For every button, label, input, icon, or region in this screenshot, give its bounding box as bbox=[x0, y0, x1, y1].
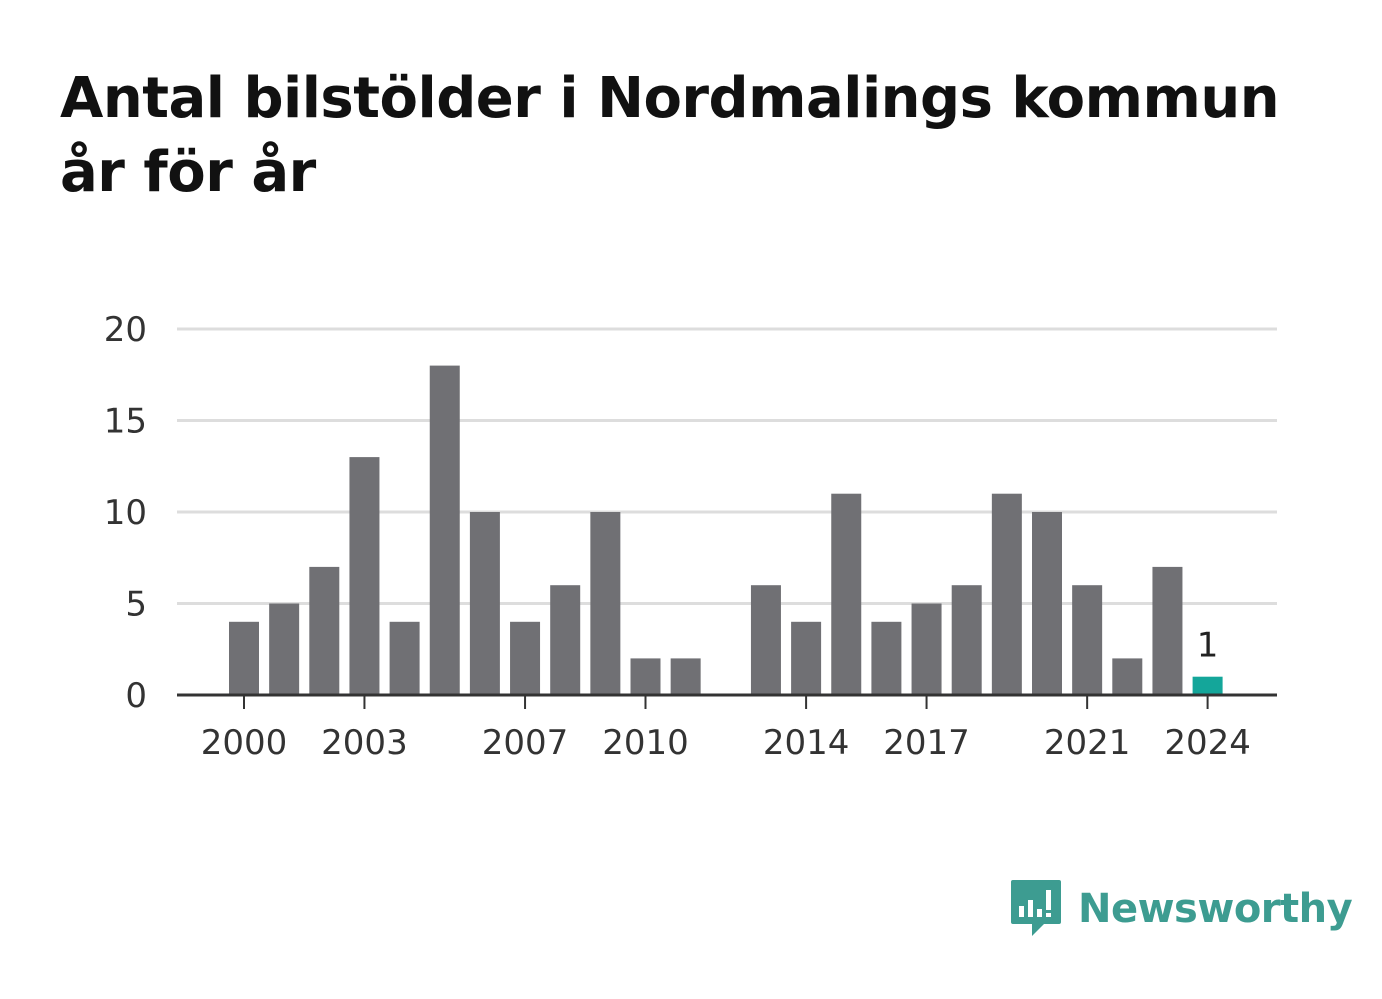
bar-2011 bbox=[670, 658, 701, 695]
bar-2003 bbox=[349, 457, 380, 695]
x-tick-label: 2003 bbox=[321, 723, 408, 763]
data-label-highlight: 1 bbox=[1197, 626, 1219, 666]
bar-2000 bbox=[229, 621, 259, 695]
bar-2019 bbox=[991, 493, 1022, 695]
bars bbox=[229, 365, 1223, 695]
x-tick-label: 2007 bbox=[482, 723, 569, 763]
y-tick-label: 5 bbox=[125, 585, 147, 625]
bar-2018 bbox=[951, 585, 982, 695]
bar-2021 bbox=[1072, 585, 1103, 695]
bar-2007 bbox=[510, 621, 541, 695]
x-tick-label: 2000 bbox=[201, 723, 288, 763]
newsworthy-chart-bubble-icon bbox=[1011, 880, 1061, 936]
x-tick-label: 2024 bbox=[1164, 723, 1251, 763]
bar-2023 bbox=[1152, 566, 1183, 695]
x-tick-label: 2017 bbox=[883, 723, 970, 763]
bar-2008 bbox=[550, 585, 581, 695]
bar-2002 bbox=[309, 566, 340, 695]
bar-2022 bbox=[1112, 658, 1143, 695]
bar-2006 bbox=[469, 512, 500, 695]
bar-2017 bbox=[911, 603, 942, 695]
bar-2016 bbox=[871, 621, 902, 695]
bar-2014 bbox=[791, 621, 822, 695]
y-tick-label: 15 bbox=[104, 402, 147, 442]
bar-2024 bbox=[1192, 676, 1223, 695]
y-tick-label: 0 bbox=[125, 676, 147, 716]
chart-title: Antal bilstölder i Nordmalings kommun år… bbox=[60, 66, 1280, 205]
bar-2020 bbox=[1032, 512, 1062, 695]
bar-2009 bbox=[590, 512, 621, 695]
data-labels: 1 bbox=[1197, 626, 1219, 666]
bar-2013 bbox=[750, 585, 781, 695]
x-tick-label: 2010 bbox=[602, 723, 689, 763]
y-tick-label: 10 bbox=[104, 493, 147, 533]
gridlines bbox=[177, 327, 1277, 605]
x-tick-label: 2014 bbox=[763, 723, 850, 763]
bar-2001 bbox=[269, 603, 300, 695]
x-tick-label: 2021 bbox=[1044, 723, 1131, 763]
bar-2004 bbox=[389, 621, 420, 695]
x-axis-ticks: 2000 2003 2007 2010 2014 2017 2021 2024 bbox=[201, 695, 1251, 763]
bar-2015 bbox=[831, 493, 862, 695]
y-tick-label: 20 bbox=[104, 310, 147, 350]
newsworthy-logo: Newsworthy bbox=[1010, 878, 1353, 940]
y-axis-ticks: 0 5 10 15 20 bbox=[104, 310, 147, 716]
bar-2010 bbox=[630, 658, 661, 695]
brand-name: Newsworthy bbox=[1078, 886, 1353, 932]
bar-2005 bbox=[429, 365, 460, 695]
